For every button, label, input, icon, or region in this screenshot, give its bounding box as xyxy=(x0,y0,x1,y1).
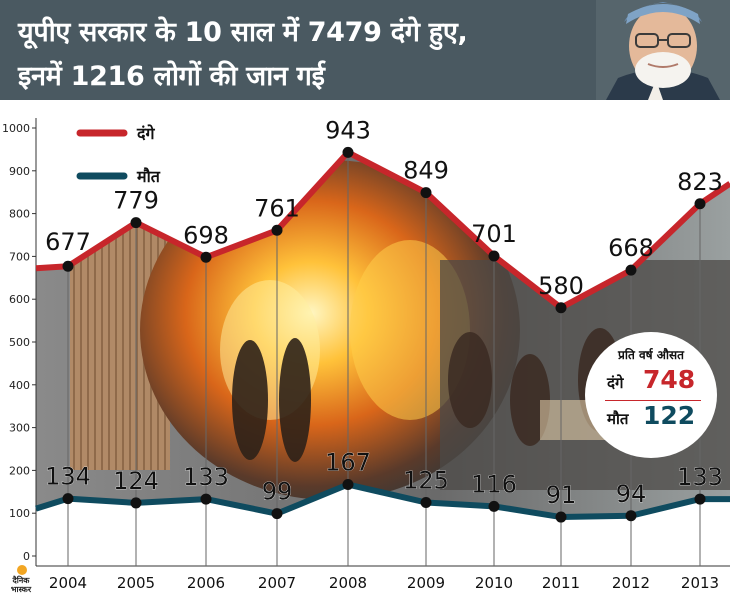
riot-data-point xyxy=(420,187,432,199)
x-tick-label: 2008 xyxy=(329,574,367,592)
riot-value-label: 668 xyxy=(608,234,654,262)
y-tick-label: 500 xyxy=(9,336,30,349)
riot-value-label: 580 xyxy=(538,272,584,300)
average-divider xyxy=(605,400,701,401)
average-per-year-box: प्रति वर्ष औसत दंगे 748 मौत 122 xyxy=(585,332,717,458)
data-labels: 677 779 698 761 943 849 701 580 668 823 134 124 133 9… xyxy=(45,116,723,509)
y-tick-label: 400 xyxy=(9,379,30,392)
riot-value-label: 701 xyxy=(471,220,517,248)
riot-value-label: 761 xyxy=(254,194,300,222)
y-tick-label: 0 xyxy=(23,550,30,563)
death-value-label: 133 xyxy=(677,463,723,491)
average-death-value: 122 xyxy=(643,401,696,430)
y-tick-label: 200 xyxy=(9,464,30,477)
death-series-line xyxy=(35,481,730,521)
death-value-label: 124 xyxy=(113,467,159,495)
y-tick-label: 900 xyxy=(9,165,30,178)
riot-value-label: 823 xyxy=(677,168,723,196)
riot-series-line xyxy=(35,149,730,311)
death-data-point xyxy=(625,510,637,522)
y-tick-label: 800 xyxy=(9,208,30,221)
riot-data-point xyxy=(625,264,637,276)
line-chart: 0 100 200 300 400 500 600 700 800 900 1000 2004 2005… xyxy=(2,116,730,592)
riot-value-label: 677 xyxy=(45,228,91,256)
average-riot-label: दंगे xyxy=(607,374,624,392)
y-tick-label: 300 xyxy=(9,422,30,435)
title-line-1: यूपीए सरकार के 10 साल में 7479 दंगे हुए, xyxy=(18,17,468,48)
logo-line-2: भास्कर xyxy=(10,585,32,594)
death-value-label: 167 xyxy=(325,449,371,477)
header-banner: यूपीए सरकार के 10 साल में 7479 दंगे हुए,… xyxy=(0,0,730,100)
average-riot-value: 748 xyxy=(643,365,696,394)
riot-data-point xyxy=(130,217,142,229)
riot-value-label: 849 xyxy=(403,157,449,185)
title-line-2: इनमें 1216 लोगों की जान गई xyxy=(18,61,325,92)
death-data-point xyxy=(271,508,283,520)
riot-data-point xyxy=(271,224,283,236)
riot-value-label: 698 xyxy=(183,221,229,249)
riot-data-point xyxy=(62,260,74,272)
legend-riot-label: दंगे xyxy=(136,124,155,143)
average-title: प्रति वर्ष औसत xyxy=(618,348,684,362)
dainik-bhaskar-logo: दैनिक भास्कर xyxy=(4,564,38,596)
x-tick-label: 2011 xyxy=(542,574,580,592)
death-value-label: 91 xyxy=(546,481,577,509)
death-value-label: 99 xyxy=(262,478,293,506)
x-tick-label: 2013 xyxy=(681,574,719,592)
riot-data-point xyxy=(694,198,706,210)
death-data-point xyxy=(130,497,142,509)
logo-line-1: दैनिक xyxy=(12,576,30,585)
x-tick-label: 2007 xyxy=(258,574,296,592)
riot-data-point xyxy=(488,250,500,262)
death-value-label: 133 xyxy=(183,463,229,491)
death-value-label: 116 xyxy=(471,470,517,498)
death-value-label: 94 xyxy=(616,480,647,508)
x-tick-label: 2010 xyxy=(475,574,513,592)
y-tick-label: 700 xyxy=(9,250,30,263)
x-tick-label: 2009 xyxy=(407,574,445,592)
riot-value-label: 943 xyxy=(325,116,371,144)
average-death-label: मौत xyxy=(607,410,629,428)
x-tick-label: 2004 xyxy=(49,574,87,592)
death-data-point xyxy=(342,479,354,491)
legend-death-label: मौत xyxy=(136,167,161,186)
death-data-point xyxy=(62,493,74,505)
death-data-point xyxy=(420,497,432,508)
death-data-point xyxy=(694,493,706,505)
riot-data-point xyxy=(200,251,212,263)
death-data-point xyxy=(488,500,500,512)
axes: 0 100 200 300 400 500 600 700 800 900 1000 2004 2005… xyxy=(2,118,730,592)
portrait-illustration xyxy=(596,0,730,100)
death-value-label: 134 xyxy=(45,463,91,491)
death-value-label: 125 xyxy=(403,467,449,495)
riot-data-point xyxy=(342,146,354,158)
x-tick-label: 2012 xyxy=(612,574,650,592)
x-tick-label: 2005 xyxy=(117,574,155,592)
y-tick-label: 1000 xyxy=(2,122,30,135)
legend: दंगे मौत xyxy=(76,124,161,186)
x-tick-label: 2006 xyxy=(187,574,225,592)
riot-value-label: 779 xyxy=(113,187,159,215)
death-data-point xyxy=(555,511,567,523)
sun-icon xyxy=(17,565,27,575)
riot-data-point xyxy=(555,302,567,314)
y-tick-label: 100 xyxy=(9,507,30,520)
y-tick-label: 600 xyxy=(9,293,30,306)
death-data-point xyxy=(200,493,212,505)
series-layer xyxy=(35,146,730,523)
